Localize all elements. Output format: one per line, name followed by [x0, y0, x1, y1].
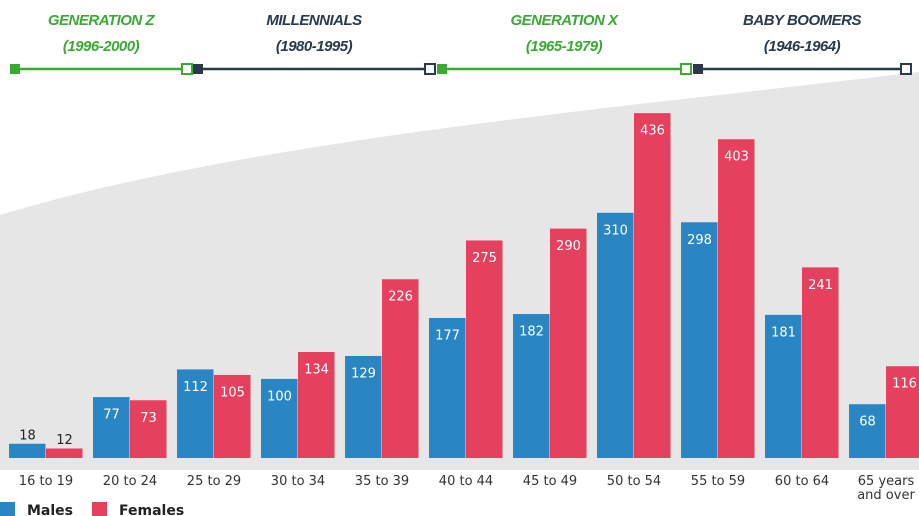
generation-name: GENERATION X: [510, 12, 619, 29]
bar: [93, 397, 130, 458]
bar: [177, 369, 214, 458]
value-label: 275: [472, 251, 497, 266]
value-label: 77: [103, 408, 120, 423]
x-tick-label: 60 to 64: [774, 474, 830, 489]
value-label: 116: [892, 377, 917, 392]
value-label: 182: [519, 325, 544, 340]
value-label: 112: [183, 380, 208, 395]
bar: [634, 113, 671, 459]
x-tick-label: 40 to 44: [438, 474, 494, 489]
generation-years: (1946-1964): [764, 38, 841, 55]
timeline-start: [10, 64, 20, 74]
bar: [298, 352, 335, 458]
value-label: 129: [351, 366, 376, 381]
x-tick-label: 50 to 54: [606, 474, 662, 489]
bar: [261, 378, 298, 458]
value-label: 226: [388, 290, 413, 305]
timeline-end: [680, 63, 692, 75]
value-label: 18: [19, 428, 36, 443]
timeline-end: [424, 63, 436, 75]
bar: [718, 139, 755, 459]
value-label: 403: [724, 150, 749, 165]
bar: [765, 314, 802, 458]
generation-years: (1996-2000): [63, 38, 140, 55]
value-label: 181: [771, 325, 796, 340]
x-tick-label: 30 to 34: [270, 474, 326, 489]
bar: [382, 279, 419, 458]
bar: [550, 228, 587, 458]
generation-name: MILLENNIALS: [266, 12, 362, 29]
generation-name: GENERATION Z: [48, 12, 156, 29]
value-label: 73: [140, 411, 157, 426]
timeline-start: [693, 64, 703, 74]
x-tick-label: 45 to 49: [522, 474, 578, 489]
bar: [802, 267, 839, 458]
value-label: 12: [56, 433, 73, 448]
generation-years: (1980-1995): [276, 38, 353, 55]
value-label: 68: [859, 415, 876, 430]
value-label: 436: [640, 124, 665, 139]
bar: [681, 222, 718, 458]
value-label: 290: [556, 239, 581, 254]
timeline-start: [193, 64, 203, 74]
generation-name: BABY BOOMERS: [743, 12, 861, 29]
x-tick-label: 35 to 39: [354, 474, 410, 489]
bar: [130, 400, 167, 458]
bar: [849, 404, 886, 458]
x-tick-label: 55 to 59: [690, 474, 746, 489]
bar: [597, 212, 634, 458]
x-tick-label: 25 to 29: [186, 474, 242, 489]
bar: [513, 314, 550, 458]
value-label: 134: [304, 363, 329, 378]
bar: [429, 317, 466, 458]
x-tick-label: 20 to 24: [102, 474, 158, 489]
bar: [9, 443, 46, 458]
x-tick-label: 16 to 19: [18, 474, 74, 489]
bar: [466, 240, 503, 458]
timeline-end: [900, 63, 912, 75]
bar: [214, 374, 251, 458]
legend-label: Females: [119, 503, 184, 516]
timeline-end: [181, 63, 193, 75]
value-label: 105: [220, 385, 245, 400]
value-label: 100: [267, 389, 292, 404]
timeline-start: [437, 64, 447, 74]
bar: [886, 366, 919, 458]
bar: [46, 448, 83, 458]
legend-label: Males: [27, 503, 73, 516]
value-label: 177: [435, 328, 460, 343]
generation-years: (1965-1979): [526, 38, 603, 55]
value-label: 310: [603, 223, 628, 238]
x-tick-label: 65 years and over: [857, 474, 915, 503]
legend-swatch: [92, 502, 107, 516]
legend-swatch: [0, 502, 15, 516]
value-label: 241: [808, 278, 833, 293]
value-label: 298: [687, 233, 712, 248]
bar: [345, 355, 382, 458]
